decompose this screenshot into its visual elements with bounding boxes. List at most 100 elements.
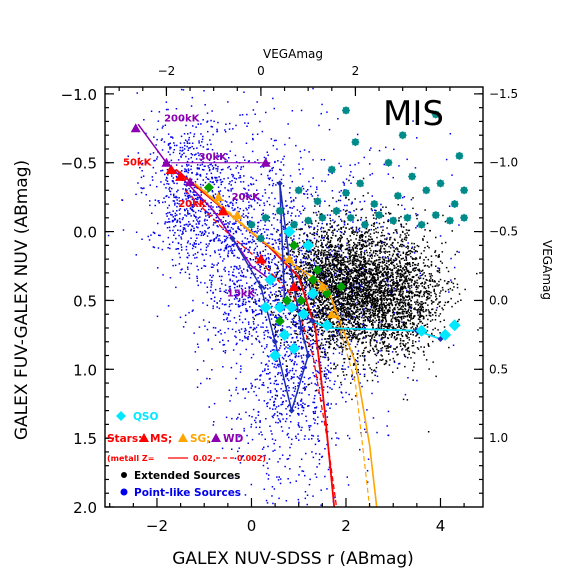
- pointlike-source-point: [260, 219, 262, 222]
- extended-source-point: [378, 312, 381, 314]
- pointlike-source-point: [303, 282, 306, 284]
- pointlike-source-point: [289, 454, 291, 457]
- extended-source-point: [414, 307, 416, 309]
- extended-source-point: [415, 286, 417, 288]
- extended-source-point: [417, 310, 419, 313]
- extended-source-point: [280, 342, 282, 344]
- pointlike-source-point: [268, 178, 271, 181]
- pointlike-source-point: [184, 192, 186, 195]
- extended-source-point: [381, 234, 384, 237]
- pointlike-source-point: [316, 233, 318, 235]
- pointlike-source-point: [234, 335, 236, 337]
- extended-source-point: [402, 291, 404, 293]
- extended-source-point: [304, 318, 306, 320]
- pointlike-source-point: [227, 254, 229, 257]
- pointlike-source-point: [322, 332, 324, 334]
- extended-source-point: [322, 311, 324, 313]
- extended-source-point: [331, 225, 333, 227]
- pointlike-source-point: [212, 206, 214, 208]
- pointlike-source-point: [253, 327, 255, 329]
- pointlike-source-point: [288, 192, 291, 194]
- pointlike-source-point: [314, 473, 317, 475]
- pointlike-source-point: [188, 164, 190, 166]
- pointlike-source-point: [267, 154, 269, 156]
- pointlike-source-point: [329, 387, 331, 389]
- extended-source-point: [408, 273, 411, 276]
- pointlike-source-point: [268, 294, 270, 296]
- pointlike-source-point: [304, 224, 306, 226]
- extended-source-point: [401, 293, 403, 296]
- pointlike-source-point: [216, 206, 218, 208]
- pointlike-source-point: [291, 212, 293, 214]
- pointlike-source-point: [183, 148, 186, 150]
- pointlike-source-point: [240, 248, 242, 250]
- pointlike-source-point: [282, 174, 285, 176]
- pointlike-source-point: [298, 215, 300, 217]
- pointlike-source-point: [271, 495, 273, 497]
- pointlike-source-point: [302, 381, 304, 383]
- extended-source-point: [335, 292, 338, 294]
- pointlike-source-point: [240, 287, 243, 290]
- pointlike-source-point: [272, 246, 274, 249]
- pointlike-source-point: [323, 375, 326, 378]
- pointlike-source-point: [196, 178, 199, 180]
- pointlike-source-point: [360, 311, 363, 313]
- pointlike-source-point: [188, 187, 190, 190]
- pointlike-source-point: [175, 108, 178, 110]
- pointlike-source-point: [187, 212, 189, 215]
- pointlike-source-point: [303, 326, 306, 328]
- pointlike-source-point: [137, 182, 139, 184]
- pointlike-source-point: [231, 280, 234, 282]
- pointlike-source-point: [356, 343, 359, 346]
- pointlike-source-point: [167, 247, 169, 249]
- pointlike-source-point: [191, 205, 193, 208]
- pointlike-source-point: [360, 219, 362, 221]
- extended-source-point: [344, 323, 346, 326]
- pointlike-source-point: [295, 144, 297, 147]
- pointlike-source-point: [348, 211, 350, 213]
- pointlike-source-point: [135, 231, 138, 233]
- scatter-clouds: [107, 87, 479, 506]
- pointlike-source-point: [299, 466, 301, 468]
- extended-source-point: [323, 230, 325, 233]
- pointlike-source-point: [292, 387, 295, 389]
- pointlike-source-point: [281, 403, 284, 405]
- pointlike-source-point: [187, 210, 189, 212]
- extended-source-point: [325, 299, 327, 302]
- pointlike-source-point: [301, 426, 303, 429]
- extended-source-point: [320, 351, 323, 353]
- pointlike-source-point: [361, 315, 364, 317]
- pointlike-source-point: [294, 215, 297, 217]
- extended-source-point: [385, 350, 388, 352]
- pointlike-source-point: [200, 194, 202, 196]
- pointlike-source-point: [278, 248, 280, 250]
- pointlike-source-point: [316, 283, 319, 285]
- pointlike-source-point: [291, 110, 294, 112]
- pointlike-source-point: [216, 269, 219, 271]
- extended-source-point: [308, 329, 311, 331]
- extended-source-point: [434, 250, 437, 252]
- extended-source-point: [314, 330, 316, 333]
- pointlike-source-point: [355, 230, 358, 232]
- pointlike-source-point: [250, 387, 253, 389]
- pointlike-source-point: [241, 340, 244, 342]
- extended-source-point: [340, 314, 342, 316]
- extended-source-point: [353, 281, 355, 283]
- pointlike-source-point: [216, 179, 219, 182]
- extended-source-point: [364, 257, 366, 259]
- pointlike-source-point: [298, 292, 301, 295]
- extended-source-point: [320, 277, 322, 279]
- pointlike-source-point: [212, 307, 214, 310]
- pointlike-source-point: [339, 231, 342, 233]
- pointlike-source-point: [250, 259, 252, 261]
- pointlike-source-point: [199, 164, 202, 166]
- pointlike-source-point: [298, 247, 301, 249]
- pointlike-source-point: [290, 378, 292, 380]
- extended-source-point: [319, 301, 321, 304]
- pointlike-source-point: [280, 315, 282, 318]
- pointlike-source-point: [237, 226, 239, 228]
- pointlike-source-point: [189, 207, 192, 209]
- extended-source-point: [338, 346, 340, 349]
- pointlike-source-point: [406, 289, 408, 292]
- pointlike-source-point: [206, 173, 208, 175]
